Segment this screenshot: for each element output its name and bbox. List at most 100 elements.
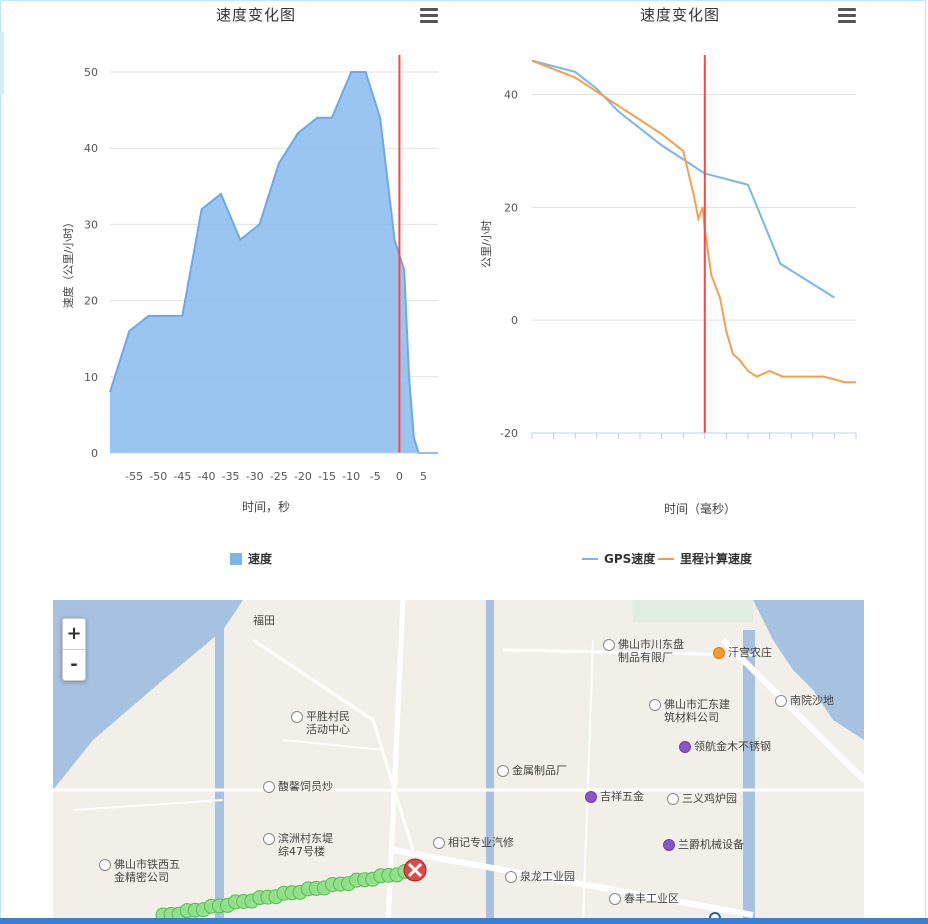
road — [720, 637, 864, 783]
poi-text: 南院沙地 — [790, 694, 834, 707]
poi-icon — [713, 647, 725, 659]
x-tick-label: -35 — [222, 470, 240, 483]
poi-icon — [679, 741, 691, 753]
y-tick-label: 50 — [84, 66, 98, 79]
y-tick-label: 40 — [84, 142, 98, 155]
poi-text: 领航金木不锈钢 — [694, 740, 771, 753]
y-axis-title: 公里/小时 — [480, 220, 493, 268]
legend-item-speed[interactable]: 速度 — [230, 550, 272, 567]
legend-label: 速度 — [248, 552, 273, 566]
map-tiles[interactable] — [53, 600, 864, 924]
canal-water — [743, 630, 755, 924]
river-water — [753, 600, 864, 740]
poi-icon — [433, 837, 445, 849]
poi-text: 平胜村民 活动中心 — [306, 710, 350, 736]
map-view[interactable]: 佛山市川东盘 制品有限厂 汗宫农庄平胜村民 活动中心 佛山市汇东建 筑材料公司 南院沙… — [53, 600, 864, 924]
legend-swatch — [230, 552, 242, 565]
map-poi-label[interactable]: 泉龙工业园 — [505, 870, 575, 883]
poi-text: 汗宫农庄 — [728, 646, 772, 659]
road — [72, 799, 224, 811]
zoom-in-button[interactable]: + — [66, 623, 82, 644]
river-water — [53, 600, 243, 790]
poi-icon — [99, 859, 111, 871]
crash-point-icon[interactable] — [403, 858, 427, 882]
canal-water — [215, 600, 224, 924]
poi-icon — [775, 695, 787, 707]
map-poi-label[interactable]: 平胜村民 活动中心 — [291, 710, 350, 736]
speed-area-chart: 速度变化图 0 10 20 30 40 50 -55 -50 -45 -40 -35 -30 -25 -2… — [56, 0, 456, 590]
x-tick-label: 5 — [420, 470, 427, 483]
scroll-indicator — [0, 32, 4, 94]
zoom-out-button[interactable]: - — [63, 649, 85, 680]
map-poi-label[interactable]: 三义鸡炉园 — [667, 792, 737, 805]
area-series-speed — [110, 72, 438, 453]
poi-icon — [263, 781, 275, 793]
y-tick-label: -20 — [500, 427, 518, 440]
x-tick-label: -5 — [370, 470, 381, 483]
map-poi-label[interactable]: 汗宫农庄 — [713, 646, 772, 659]
map-poi-label[interactable]: 馥馨饲员炒 — [263, 780, 333, 793]
x-tick-label: -50 — [149, 470, 167, 483]
legend-item-calc[interactable]: 里程计算速度 — [658, 550, 752, 567]
chart-menu-icon[interactable] — [838, 5, 856, 25]
poi-icon — [663, 839, 675, 851]
map-poi-label[interactable]: 佛山市铁西五 金精密公司 — [99, 858, 180, 884]
map-poi-label[interactable]: 领航金木不锈钢 — [679, 740, 771, 753]
road — [582, 639, 594, 924]
map-poi-label[interactable]: 春丰工业区 — [609, 892, 679, 905]
chart-menu-icon[interactable] — [420, 5, 438, 25]
poi-icon — [667, 793, 679, 805]
y-tick-label: 0 — [511, 314, 518, 327]
y-axis-title: 速度（公里/小时） — [61, 217, 75, 309]
poi-text: 兰爵机械设备 — [678, 838, 744, 851]
legend-label: 里程计算速度 — [680, 552, 753, 566]
y-tick-label: 30 — [84, 218, 98, 231]
poi-text: 泉龙工业园 — [520, 870, 575, 883]
poi-text: 三义鸡炉园 — [682, 792, 737, 805]
speed-line-chart: 速度变化图 -20 0 20 40 时间（毫秒） 公里/小时 — [480, 0, 880, 590]
poi-icon — [609, 893, 621, 905]
map-poi-label[interactable]: 滨洲村东堤 综47号楼 — [263, 832, 333, 858]
map-poi-label[interactable]: 金属制品厂 — [497, 764, 567, 777]
poi-icon — [497, 765, 509, 777]
y-tick-label: 40 — [504, 88, 518, 101]
x-tick-label: -20 — [294, 470, 312, 483]
poi-text: 佛山市汇东建 筑材料公司 — [664, 698, 730, 724]
zoom-control[interactable]: + - — [62, 618, 86, 681]
chart-title: 速度变化图 — [215, 6, 296, 24]
poi-icon — [649, 699, 661, 711]
poi-icon — [603, 639, 615, 651]
x-axis-title: 时间，秒 — [242, 500, 290, 514]
poi-icon — [585, 791, 597, 803]
x-tick-label: 0 — [396, 470, 403, 483]
poi-text: 吉祥五金 — [600, 790, 644, 803]
map-poi-label[interactable]: 佛山市川东盘 制品有限厂 — [603, 638, 684, 664]
line-series-calc — [531, 59, 856, 384]
map-poi-label[interactable]: 兰爵机械设备 — [663, 838, 744, 851]
x-tick-label: -15 — [318, 470, 336, 483]
poi-text: 相记专业汽修 — [448, 836, 514, 849]
legend-item-gps[interactable]: GPS速度 — [582, 550, 655, 567]
road — [392, 847, 754, 918]
poi-text: 佛山市铁西五 金精密公司 — [114, 858, 180, 884]
canal-water — [486, 600, 494, 924]
road — [252, 638, 415, 851]
x-tick-label: -10 — [342, 470, 360, 483]
map-poi-label[interactable]: 吉祥五金 — [585, 790, 644, 803]
poi-text: 滨洲村东堤 综47号楼 — [278, 832, 333, 858]
y-tick-label: 10 — [84, 371, 98, 384]
map-poi-label[interactable]: 福田 — [253, 614, 275, 627]
map-poi-label[interactable]: 佛山市汇东建 筑材料公司 — [649, 698, 730, 724]
x-tick-label: -25 — [270, 470, 288, 483]
x-tick-label: -55 — [125, 470, 143, 483]
map-poi-label[interactable]: 相记专业汽修 — [433, 836, 514, 849]
poi-text: 春丰工业区 — [624, 892, 679, 905]
legend-swatch — [658, 557, 674, 560]
x-tick-label: -30 — [246, 470, 264, 483]
x-tick-label: -45 — [173, 470, 191, 483]
poi-text: 馥馨饲员炒 — [278, 780, 333, 793]
map-poi-label[interactable]: 南院沙地 — [775, 694, 834, 707]
poi-text: 佛山市川东盘 制品有限厂 — [618, 638, 684, 664]
poi-icon — [505, 871, 517, 883]
